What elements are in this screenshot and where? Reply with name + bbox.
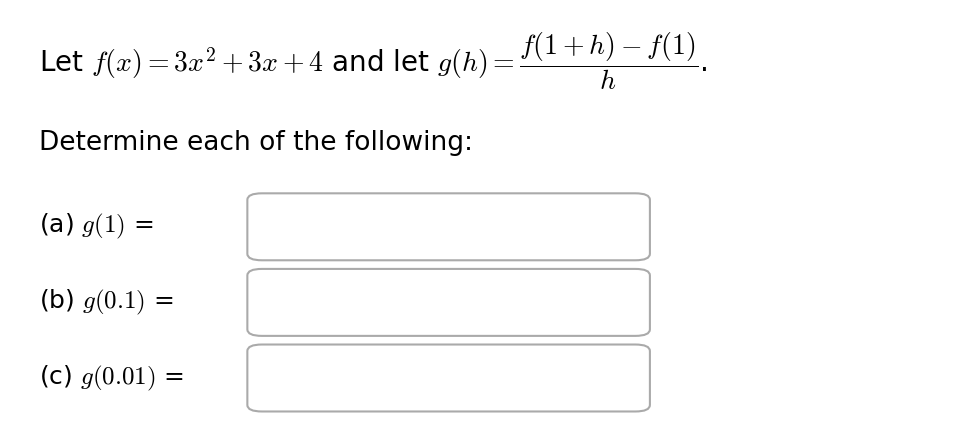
FancyBboxPatch shape bbox=[247, 345, 649, 411]
Text: Let $f(x) = 3x^2 + 3x + 4$ and let $g(h) = \dfrac{f(1+h) - f(1)}{h}$.: Let $f(x) = 3x^2 + 3x + 4$ and let $g(h)… bbox=[39, 30, 706, 92]
Text: (a) $g(1)$ =: (a) $g(1)$ = bbox=[39, 212, 153, 241]
FancyBboxPatch shape bbox=[247, 269, 649, 336]
Text: (b) $g(0.1)$ =: (b) $g(0.1)$ = bbox=[39, 288, 173, 317]
Text: Determine each of the following:: Determine each of the following: bbox=[39, 130, 472, 156]
FancyBboxPatch shape bbox=[247, 194, 649, 260]
Text: (c) $g(0.01)$ =: (c) $g(0.01)$ = bbox=[39, 363, 184, 393]
